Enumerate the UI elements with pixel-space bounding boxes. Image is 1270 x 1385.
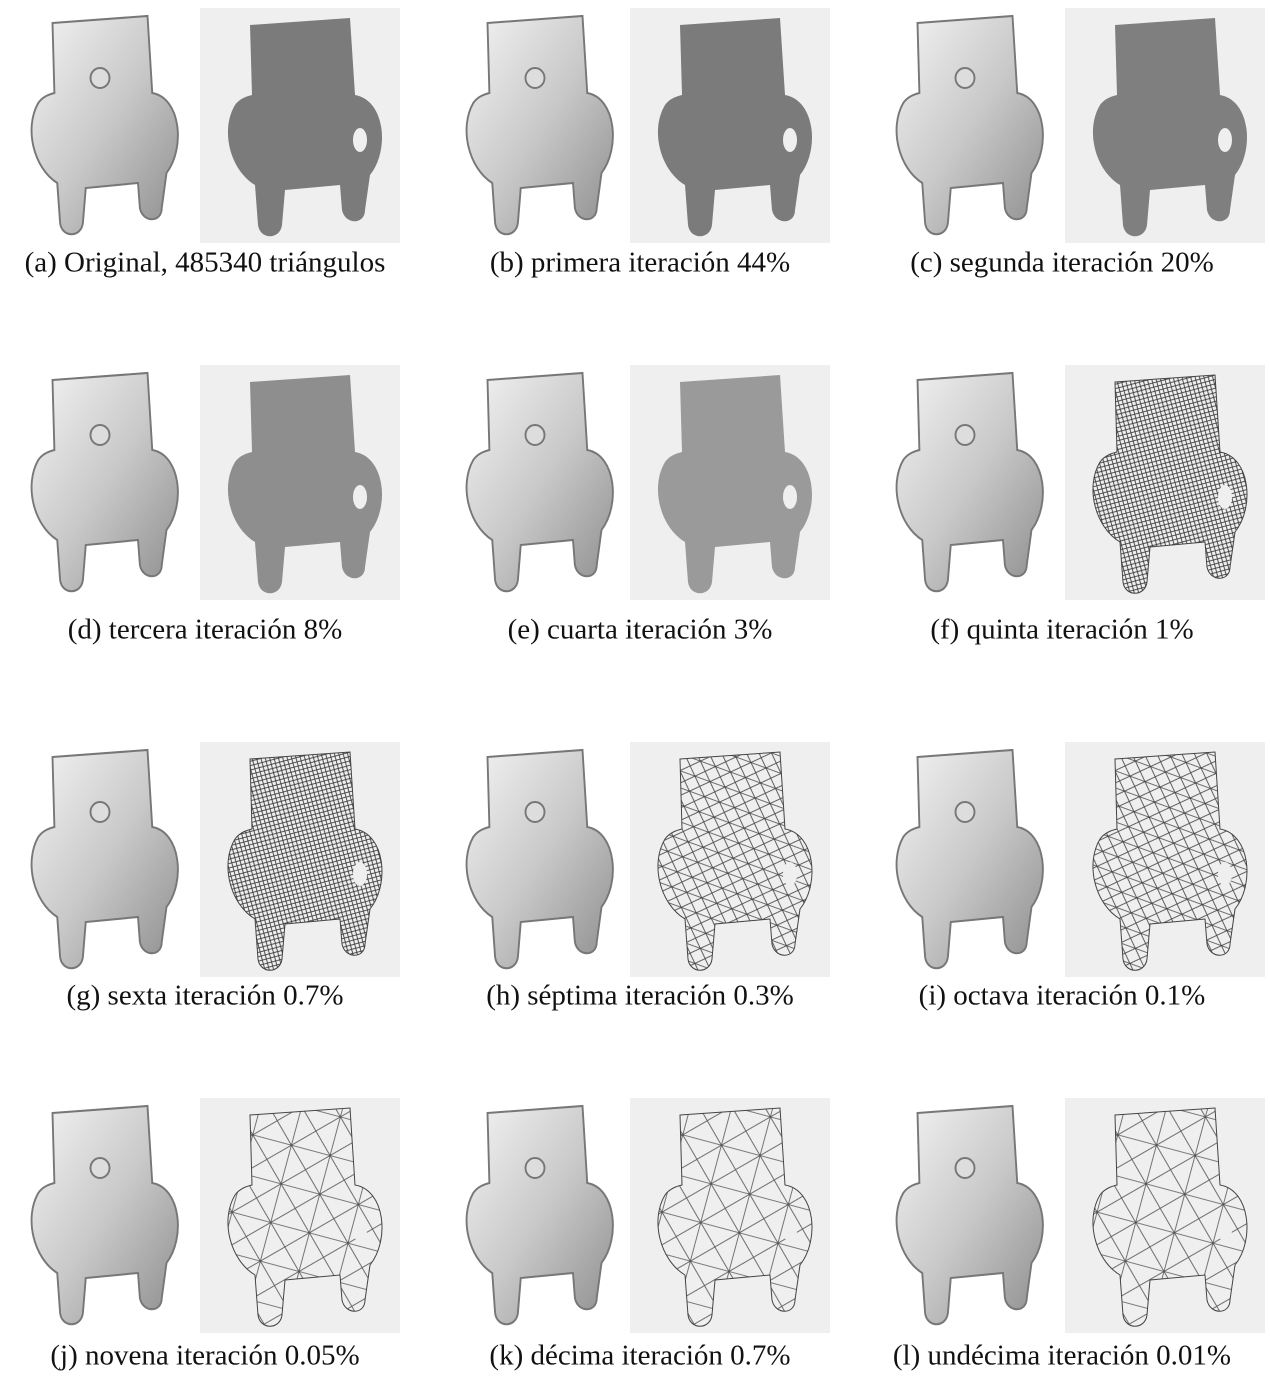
panel: (d) tercera iteración 8% [32, 365, 400, 646]
panel: (j) novena iteración 0.05% [32, 1098, 400, 1372]
mesh-detail [526, 802, 545, 822]
mesh-detail [956, 68, 975, 88]
shaded-render [897, 373, 1043, 591]
mesh-hole [353, 128, 367, 152]
mesh-shaded [897, 373, 1043, 591]
panel: (g) sexta iteración 0.7% [32, 742, 400, 1012]
shaded-render [32, 373, 178, 591]
mesh-detail [526, 1158, 545, 1178]
caption: (d) tercera iteración 8% [68, 614, 343, 646]
mesh-hole [783, 862, 797, 886]
caption: (a) Original, 485340 triángulos [25, 247, 386, 279]
mesh-detail [91, 425, 110, 445]
panel: (b) primera iteración 44% [467, 8, 830, 279]
mesh-hole [353, 1218, 367, 1242]
mesh-detail [526, 68, 545, 88]
mesh-detail [526, 425, 545, 445]
mesh-shaded [897, 1106, 1043, 1324]
shaded-render [897, 1106, 1043, 1324]
panel: (a) Original, 485340 triángulos [25, 8, 400, 279]
caption: (h) séptima iteración 0.3% [486, 980, 794, 1012]
mesh-hole [783, 1218, 797, 1242]
caption: (i) octava iteración 0.1% [919, 980, 1206, 1012]
page: (a) Original, 485340 triángulos (b) prime… [0, 0, 1270, 1380]
mesh-hole [1218, 485, 1232, 509]
panel: (h) séptima iteración 0.3% [467, 742, 830, 1012]
panel: (f) quinta iteración 1% [897, 365, 1265, 646]
caption: (e) cuarta iteración 3% [508, 614, 773, 646]
figure: (a) Original, 485340 triángulos (b) prime… [0, 0, 1270, 1380]
shaded-render [32, 750, 178, 968]
shaded-render [467, 750, 613, 968]
mesh-shaded [32, 16, 178, 234]
caption: (b) primera iteración 44% [490, 247, 790, 279]
mesh-hole [783, 128, 797, 152]
mesh-detail [91, 68, 110, 88]
caption: (f) quinta iteración 1% [930, 614, 1193, 646]
shaded-render [467, 16, 613, 234]
shaded-render [897, 16, 1043, 234]
mesh-hole [353, 485, 367, 509]
caption: (l) undécima iteración 0.01% [893, 1340, 1231, 1372]
mesh-shaded [32, 750, 178, 968]
mesh-hole [1218, 1218, 1232, 1242]
shaded-render [467, 373, 613, 591]
caption: (k) décima iteración 0.7% [489, 1340, 790, 1372]
mesh-hole [353, 862, 367, 886]
mesh-hole [783, 485, 797, 509]
shaded-render [32, 1106, 178, 1324]
caption: (j) novena iteración 0.05% [50, 1340, 359, 1372]
mesh-detail [91, 1158, 110, 1178]
mesh-shaded [32, 1106, 178, 1324]
panel: (e) cuarta iteración 3% [467, 365, 830, 646]
mesh-shaded [467, 750, 613, 968]
shaded-render [467, 1106, 613, 1324]
panel: (i) octava iteración 0.1% [897, 742, 1265, 1012]
mesh-shaded [467, 1106, 613, 1324]
mesh-shaded [467, 16, 613, 234]
mesh-shaded [897, 16, 1043, 234]
caption: (g) sexta iteración 0.7% [66, 980, 343, 1012]
mesh-hole [1218, 128, 1232, 152]
shaded-render [897, 750, 1043, 968]
mesh-shaded [32, 373, 178, 591]
mesh-detail [956, 425, 975, 445]
mesh-shaded [467, 373, 613, 591]
caption: (c) segunda iteración 20% [910, 247, 1214, 279]
panel: (c) segunda iteración 20% [897, 8, 1265, 279]
mesh-hole [1218, 862, 1232, 886]
shaded-render [32, 16, 178, 234]
mesh-detail [956, 802, 975, 822]
panel: (k) décima iteración 0.7% [467, 1098, 830, 1372]
panel: (l) undécima iteración 0.01% [893, 1098, 1265, 1372]
mesh-detail [956, 1158, 975, 1178]
mesh-shaded [897, 750, 1043, 968]
mesh-detail [91, 802, 110, 822]
